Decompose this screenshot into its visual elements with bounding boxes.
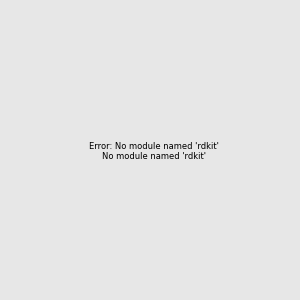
Text: Error: No module named 'rdkit'
No module named 'rdkit': Error: No module named 'rdkit' No module…: [89, 142, 219, 161]
